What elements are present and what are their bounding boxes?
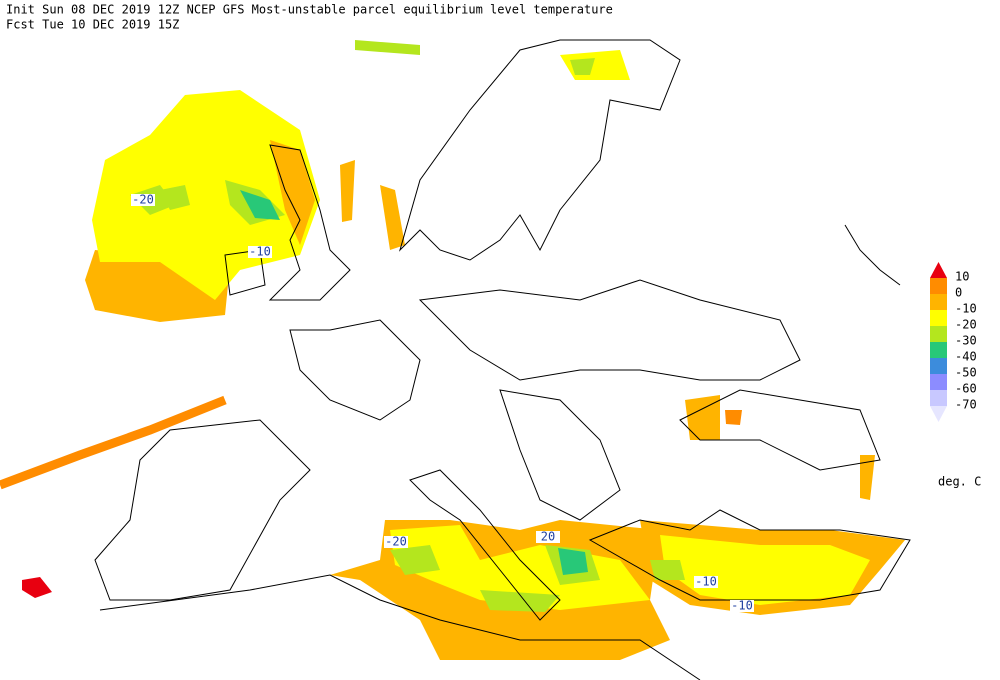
legend-arrow (930, 262, 947, 278)
legend-swatch (930, 326, 947, 342)
contour-label-bg (131, 194, 155, 206)
header-line2: Fcst Tue 10 DEC 2019 15Z (6, 18, 179, 32)
contour-label-bg (694, 576, 718, 588)
legend-arrow (930, 406, 947, 422)
contour-labels: -20 -10 -20 20 -10 -10 (131, 193, 754, 613)
contour-label: -20 (132, 193, 154, 207)
contour-label: -10 (249, 245, 271, 259)
contour-label-bg (536, 531, 560, 543)
contour-label: -10 (695, 575, 717, 589)
legend-label: -20 (955, 318, 977, 332)
legend-swatch (930, 358, 947, 374)
legend-swatch (930, 294, 947, 310)
contour-label-bg (248, 246, 272, 258)
legend-label: -60 (955, 382, 977, 396)
coastlines (94, 39, 911, 680)
legend-label: -70 (955, 398, 977, 412)
legend-swatch (930, 342, 947, 358)
legend-label: -30 (955, 334, 977, 348)
legend-label: 0 (955, 286, 962, 300)
legend: 10 0 -10 -20 -30 -40 -50 -60 -70 (930, 262, 977, 422)
legend-label: -50 (955, 366, 977, 380)
contour-label: -10 (731, 599, 753, 613)
legend-swatch (930, 278, 947, 294)
shaded-fields (0, 40, 905, 660)
legend-swatch (930, 390, 947, 406)
contour-label-bg (730, 600, 754, 612)
legend-swatch (930, 374, 947, 390)
legend-unit: deg. C (938, 475, 981, 489)
header-line1: Init Sun 08 DEC 2019 12Z NCEP GFS Most-u… (6, 3, 613, 17)
contour-label: 20 (541, 530, 555, 544)
legend-swatch (930, 310, 947, 326)
legend-label: 10 (955, 270, 969, 284)
contour-label: -20 (385, 535, 407, 549)
legend-label: -40 (955, 350, 977, 364)
contour-label-bg (384, 536, 408, 548)
legend-label: -10 (955, 302, 977, 316)
